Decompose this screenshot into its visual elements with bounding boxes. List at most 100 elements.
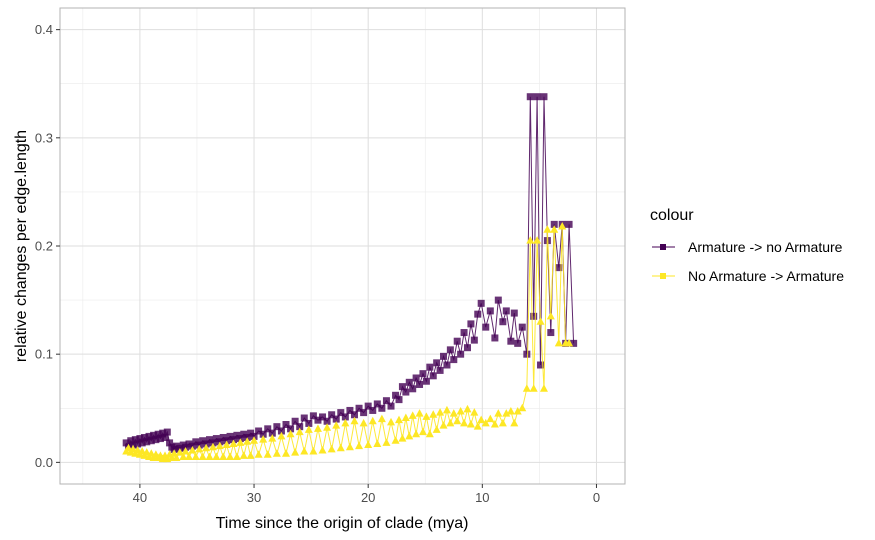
y-tick-label: 0.3 [35,130,53,145]
data-point [533,236,542,244]
data-point [336,443,345,452]
data-point [138,439,146,447]
legend-label-armature-to-no-armature: Armature -> no Armature [688,239,843,255]
data-point [198,452,207,460]
data-point [369,406,377,414]
x-tick-label: 10 [475,490,489,505]
data-point [529,384,538,392]
data-point [268,429,276,437]
data-point [402,388,410,396]
data-point [184,452,193,460]
data-point [313,424,322,432]
data-point [565,220,573,228]
data-point [250,436,259,444]
data-point [450,356,458,364]
data-point [154,430,162,438]
data-point [494,296,502,304]
data-point [277,431,286,440]
data-point [401,413,410,422]
data-point [215,441,224,450]
data-point [229,439,238,447]
data-point [282,449,290,457]
data-point [412,429,421,438]
data-point [286,429,295,438]
data-point [481,418,490,427]
data-point [359,418,368,427]
data-point [436,366,444,374]
data-point [395,396,403,404]
data-point [526,93,534,101]
data-point [482,323,490,331]
data-point [382,438,391,446]
data-point [460,329,468,337]
data-point [341,413,349,421]
data-point [470,336,478,344]
data-point [477,415,486,424]
data-point [136,435,144,443]
data-point [378,404,386,412]
data-point [467,320,475,328]
data-point [295,427,304,436]
data-point [319,413,327,421]
data-point [131,436,139,444]
data-point [429,410,438,418]
legend-key-marker-armature-to-no-armature [660,244,666,250]
data-point [179,452,188,460]
data-point [264,425,272,433]
y-tick-label: 0.1 [35,347,53,362]
data-point [134,440,142,448]
data-point [436,408,445,416]
data-point [304,425,313,433]
data-point [355,404,363,412]
data-point [526,236,535,244]
x-tick-label: 30 [247,490,261,505]
ticks: 40 30 20 10 0 0.0 0.1 0.2 0.3 0.4 [35,22,600,505]
data-point [555,264,563,272]
data-point [429,372,437,380]
legend-label-no-armature-to-armature: No Armature -> Armature [688,268,844,284]
y-tick-label: 0.0 [35,455,53,470]
data-point [453,337,461,345]
data-point [246,451,255,459]
data-point [127,437,135,445]
data-point [355,441,364,450]
legend: colour Armature -> no Armature No Armatu… [650,207,844,284]
data-point [506,407,515,415]
data-point [318,445,327,454]
data-point [514,339,522,347]
data-point [268,434,277,442]
data-point [332,415,340,423]
data-point [425,429,434,438]
data-point [300,447,309,455]
data-point [426,363,434,371]
data-point [502,409,511,417]
y-axis-title: relative changes per edge.length [13,130,30,362]
data-point [446,346,454,354]
data-point [398,383,406,391]
data-point [243,437,252,445]
data-point [350,416,359,425]
data-point [373,400,381,408]
data-point [537,361,545,369]
data-point [202,443,211,452]
data-point [473,422,482,430]
y-tick-label: 0.2 [35,239,53,254]
data-point [522,384,531,392]
data-point [570,339,578,347]
x-tick-label: 20 [361,490,375,505]
data-point [507,337,515,345]
data-point [499,318,507,326]
data-point [156,435,164,443]
data-point [449,409,458,417]
data-point [259,435,268,443]
data-point [346,406,354,414]
data-point [328,411,336,419]
data-point [490,420,499,428]
data-point [498,418,507,427]
data-point [550,220,558,228]
data-point [533,93,541,101]
data-point [368,416,377,425]
data-point [226,452,235,460]
data-point [291,448,300,456]
